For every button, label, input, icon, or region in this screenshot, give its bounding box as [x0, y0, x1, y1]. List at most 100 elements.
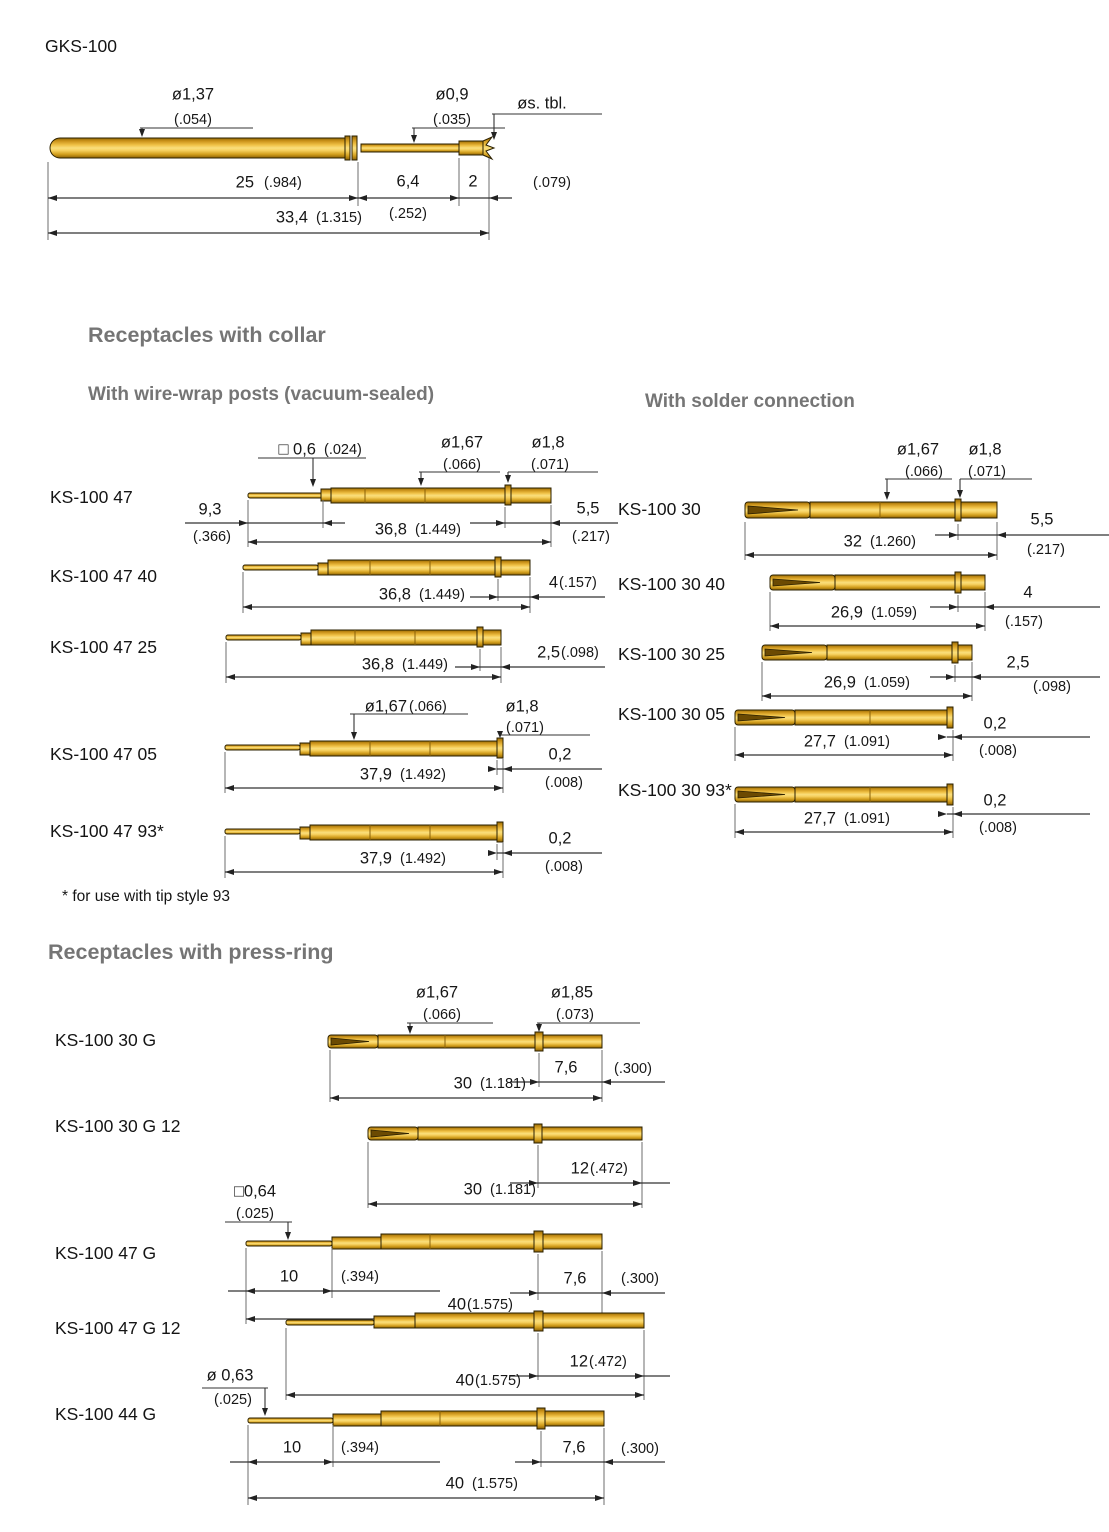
label-ks-100-30-05: KS-100 30 05: [618, 704, 726, 724]
dimension-annotations: ø1,37 (.054) ø0,9 (.035) øs. tbl. 25 (.9…: [47, 85, 602, 240]
probe-shape: [224, 737, 504, 759]
dimension-annotations: ø1,67 (.066) ø1,85 (.073) 7,6 (.300) 30 …: [329, 983, 665, 1102]
dim-gks-d2-mm: ø0,9: [435, 85, 468, 103]
dim-3040-tail-in: (.157): [1005, 614, 1043, 630]
solder-cup-slot: [370, 1129, 410, 1138]
dim-gks-total-in: (1.315): [316, 210, 362, 226]
dim-4701-post-in: (.366): [193, 529, 231, 545]
dim-47g-tail-mm: 7,6: [564, 1269, 587, 1287]
probe-shape: [242, 556, 531, 578]
press-ring: [533, 1230, 544, 1253]
probe-shape: [734, 783, 954, 806]
press-ring: [534, 1031, 544, 1052]
dim-gks-l3-mm: 2: [468, 172, 477, 190]
dim-30g-d2-in: (.073): [556, 1007, 594, 1023]
figure-ks-100-47-40-drawing: 36,8 (1.449) 4 (.157): [242, 556, 605, 613]
heading-solder-connection: With solder connection: [645, 391, 855, 412]
label-ks-100-30-93: KS-100 30 93*: [618, 780, 732, 800]
figure-ks-100-47-g-drawing: □0,64 (.025) 10 (.394) 7,6 (.300) 40 (1.…: [225, 1182, 665, 1324]
probe-shape: [734, 706, 954, 729]
dim-4701-body-in: (1.449): [415, 522, 461, 538]
dim-30g-tail-in: (.300): [614, 1061, 652, 1077]
dim-47g-post-in: (.394): [341, 1269, 379, 1285]
dim-3025-tail-in: (.098): [1033, 679, 1071, 695]
dim-47g-post-mm: 10: [280, 1267, 298, 1285]
label-ks-100-47-05: KS-100 47 05: [50, 744, 158, 764]
probe-shape: [761, 641, 973, 664]
dim-30g-tail-mm: 7,6: [555, 1058, 578, 1076]
probe-shape: [285, 1310, 645, 1332]
dimension-annotations: 12 (.472) 30 (1.181): [367, 1142, 670, 1208]
figure-ks-100-30-93-drawing: 27,7 (1.091) 0,2 (.008): [734, 783, 1090, 838]
label-ks-100-47-93: KS-100 47 93*: [50, 821, 164, 841]
probe-shape: [225, 626, 502, 648]
label-ks-100-47-g-12: KS-100 47 G 12: [55, 1318, 181, 1338]
dimension-annotations: 27,7 (1.091) 0,2 (.008): [734, 791, 1090, 838]
solder-cup-slot: [747, 505, 799, 515]
dim-47g12-body-in: (1.575): [475, 1373, 521, 1389]
label-ks-100-47-25: KS-100 47 25: [50, 637, 158, 657]
probe-shape: [327, 1031, 603, 1052]
label-ks-100-30-g-12: KS-100 30 G 12: [55, 1116, 181, 1136]
footnote-tip-style-93: * for use with tip style 93: [62, 888, 230, 905]
dim-4701-sq-in: (.024): [324, 442, 362, 458]
dim-30g-d1-in: (.066): [423, 1007, 461, 1023]
dim-3093-body-mm: 27,7: [804, 809, 836, 827]
label-ks-100-47: KS-100 47: [50, 487, 133, 507]
dimension-annotations: ø1,67 (.066) ø1,8 (.071) 37,9 (1.492) 0,…: [224, 697, 602, 793]
press-ring: [536, 1407, 546, 1430]
dim-4793-tail-in: (.008): [545, 859, 583, 875]
probe-shape: [245, 1230, 603, 1253]
dim-4740-tail-in: (.157): [559, 575, 597, 591]
dimension-annotations: ø1,67 (.066) ø1,8 (.071) 5,5 (.217) 32 (…: [744, 440, 1109, 560]
dim-47g12-body-mm: 40: [456, 1371, 474, 1389]
figure-ks-100-47-drawing: □ 0,6 (.024) ø1,67 (.066) ø1,8 (.071) 9,…: [185, 433, 618, 547]
press-ring: [533, 1123, 543, 1144]
dim-3005-tail-in: (.008): [979, 743, 1017, 759]
dim-30g-body-in: (1.181): [480, 1076, 526, 1092]
dim-4701-body-mm: 36,8: [375, 520, 407, 538]
dim-30g-d1-mm: ø1,67: [416, 983, 458, 1001]
dim-47g-sq-mm: □0,64: [234, 1182, 276, 1200]
dimension-annotations: □ 0,6 (.024) ø1,67 (.066) ø1,8 (.071) 9,…: [185, 433, 618, 547]
dim-4705-tail-mm: 0,2: [549, 745, 572, 763]
dim-30-d2-mm: ø1,8: [968, 440, 1001, 458]
dim-44g-body-mm: 40: [446, 1474, 464, 1492]
dim-44g-body-in: (1.575): [472, 1476, 518, 1492]
dim-3025-body-in: (1.059): [864, 675, 910, 691]
dim-47g12-tail-mm: 12: [570, 1352, 588, 1370]
figure-ks-100-47-05-drawing: ø1,67 (.066) ø1,8 (.071) 37,9 (1.492) 0,…: [224, 697, 602, 793]
dim-4725-body-mm: 36,8: [362, 655, 394, 673]
dim-4705-d1-mm: ø1,67: [365, 697, 407, 715]
label-ks-100-30-40: KS-100 30 40: [618, 574, 726, 594]
dim-3093-tail-mm: 0,2: [984, 791, 1007, 809]
probe-shape: [247, 1407, 605, 1430]
figure-ks-100-30-drawing: ø1,67 (.066) ø1,8 (.071) 5,5 (.217) 32 (…: [744, 440, 1109, 560]
dim-44g-tail-in: (.300): [621, 1441, 659, 1457]
dim-4725-tail-in: (.098): [561, 645, 599, 661]
dim-4705-d2-mm: ø1,8: [505, 697, 538, 715]
dimension-annotations: □0,64 (.025) 10 (.394) 7,6 (.300) 40 (1.…: [225, 1182, 665, 1324]
dim-4793-tail-mm: 0,2: [549, 829, 572, 847]
probe-shape: [744, 498, 998, 522]
dimension-annotations: 37,9 (1.492) 0,2 (.008): [224, 829, 602, 878]
probe-shape: [224, 821, 504, 843]
dim-4740-body-in: (1.449): [419, 587, 465, 603]
dim-gks-l2-mm: 6,4: [397, 172, 420, 190]
dim-gks-l1-in: (.984): [264, 175, 302, 191]
dimension-annotations: 12 (.472) 40 (1.575): [285, 1328, 670, 1400]
dim-44g-d-in: (.025): [214, 1392, 252, 1408]
figure-ks-100-30-g-12-drawing: 12 (.472) 30 (1.181): [367, 1123, 670, 1208]
dim-gks-l3-in: (.079): [533, 175, 571, 191]
dimension-annotations: 36,8 (1.449) 4 (.157): [242, 572, 605, 613]
solder-cup-slot: [737, 790, 786, 799]
dim-30-d1-mm: ø1,67: [897, 440, 939, 458]
dim-4701-tail-mm: 5,5: [577, 499, 600, 517]
dim-4740-tail-mm: 4: [549, 573, 558, 591]
dim-4701-tail-in: (.217): [572, 529, 610, 545]
dim-30g12-body-in: (1.181): [490, 1182, 536, 1198]
dim-30g12-tail-mm: 12: [571, 1159, 589, 1177]
dim-4725-tail-mm: 2,5: [537, 643, 560, 661]
dimension-annotations: ø 0,63 (.025) 10 (.394) 7,6 (.300) 40 (1…: [202, 1366, 665, 1505]
